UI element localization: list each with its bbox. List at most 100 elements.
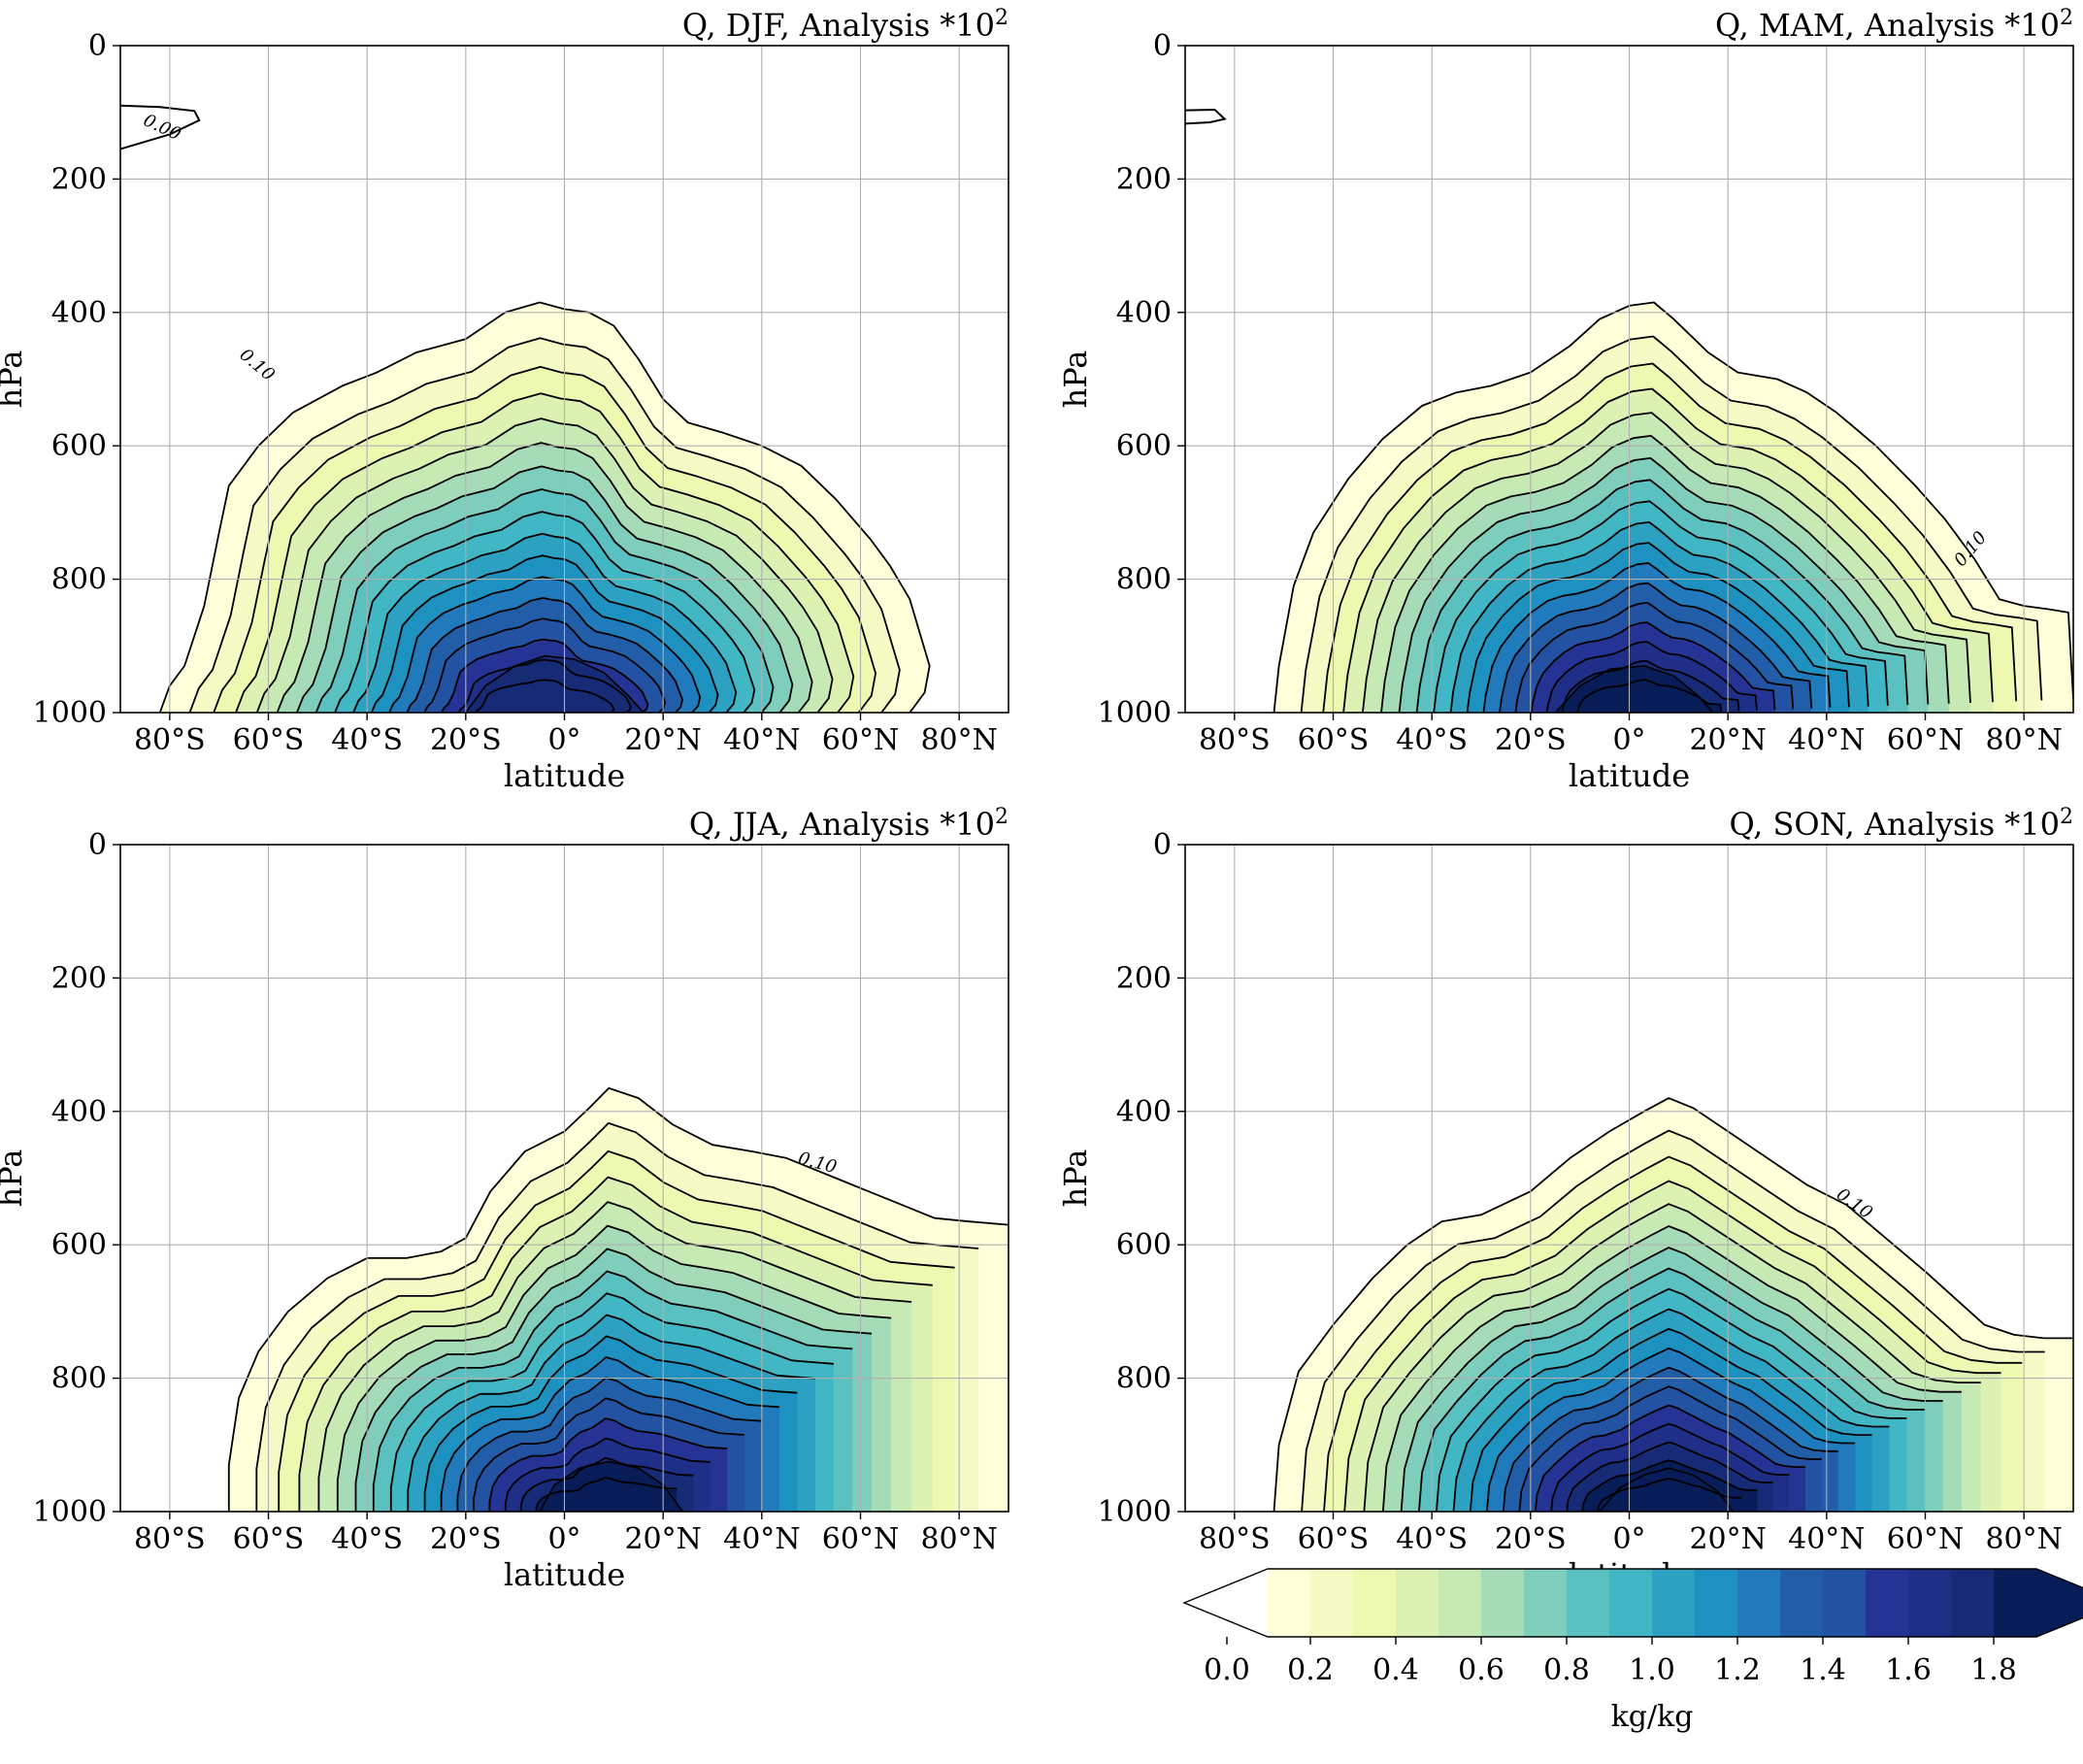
x-tick-label: 0° xyxy=(1612,1522,1645,1556)
x-tick-label: 80°N xyxy=(1985,723,2062,757)
y-tick-label: 1000 xyxy=(33,696,107,730)
contour-line xyxy=(296,465,794,713)
contour-line xyxy=(423,617,666,713)
y-tick-label: 1000 xyxy=(1098,1495,1172,1529)
y-axis-label: hPa xyxy=(1057,350,1094,409)
colorbar-tick-label: 1.0 xyxy=(1629,1653,1675,1687)
y-tick-label: 400 xyxy=(1116,1095,1172,1129)
chart-title: Q, SON, Analysis *102 xyxy=(1729,805,2073,843)
contour-line xyxy=(1342,387,1994,713)
x-tick-label: 20°S xyxy=(430,1522,502,1556)
contour-line xyxy=(457,658,632,713)
x-tick-label: 60°N xyxy=(1887,723,1964,757)
contour-line xyxy=(372,1270,853,1512)
contour-line xyxy=(388,576,702,713)
contour-line xyxy=(1449,521,1869,713)
colorbar-label: kg/kg xyxy=(1611,1700,1694,1734)
colorbar-swatch xyxy=(1524,1569,1568,1637)
contour-line xyxy=(535,1477,678,1512)
contour-line xyxy=(1436,1287,1907,1512)
contour-line xyxy=(354,1248,873,1512)
y-axis-label: hPa xyxy=(0,1149,29,1208)
contour-line xyxy=(456,1377,762,1512)
x-tick-label: 20°N xyxy=(624,723,701,757)
colorbar-tick-label: 0.0 xyxy=(1204,1653,1250,1687)
y-tick-label: 600 xyxy=(1116,1228,1172,1262)
plot-area xyxy=(1185,108,2073,713)
y-tick-label: 600 xyxy=(51,1228,107,1262)
x-tick-label: 60°N xyxy=(822,723,899,757)
contour-line-upper xyxy=(1185,108,1227,125)
contour-line xyxy=(188,337,901,713)
contour-line xyxy=(1323,1155,2023,1512)
x-axis-label: latitude xyxy=(1569,757,1690,794)
colorbar-tick-label: 0.6 xyxy=(1458,1653,1504,1687)
x-tick-label: 0° xyxy=(1612,723,1645,757)
x-tick-label: 60°S xyxy=(233,723,305,757)
contour-line xyxy=(1398,457,1930,713)
colorbar-tick-label: 1.6 xyxy=(1885,1653,1932,1687)
x-tick-label: 20°N xyxy=(624,1522,701,1556)
contour-line xyxy=(1362,412,1971,713)
contour-line xyxy=(406,597,683,713)
contour-line xyxy=(334,511,756,713)
y-tick-label: 200 xyxy=(1116,162,1172,196)
x-tick-label: 80°S xyxy=(134,1522,206,1556)
y-axis-label: hPa xyxy=(1057,1149,1094,1208)
x-tick-label: 60°N xyxy=(822,1522,899,1556)
contour-line xyxy=(1343,1180,2001,1512)
contour-line xyxy=(407,1314,815,1512)
colorbar-swatch xyxy=(1737,1569,1781,1637)
colorbar-swatch xyxy=(1652,1569,1696,1637)
x-tick-label: 40°N xyxy=(723,1522,800,1556)
plot-area xyxy=(227,1086,1008,1512)
x-tick-label: 60°S xyxy=(233,1522,305,1556)
contour-line xyxy=(519,1457,694,1512)
contour-line xyxy=(1273,1097,2073,1512)
colorbar-tick-label: 1.2 xyxy=(1714,1653,1761,1687)
x-axis-label: latitude xyxy=(504,757,625,794)
x-tick-label: 40°N xyxy=(723,723,800,757)
y-tick-label: 0 xyxy=(1153,29,1172,63)
contour-line xyxy=(1482,562,1832,713)
contour-line xyxy=(298,1176,933,1512)
y-tick-label: 0 xyxy=(1153,828,1172,862)
y-tick-label: 200 xyxy=(51,162,107,196)
contour-line xyxy=(504,1437,711,1512)
chart-title: Q, JJA, Analysis *102 xyxy=(689,805,1008,843)
contour-line xyxy=(255,417,834,713)
contour-line xyxy=(1469,1327,1872,1512)
y-tick-label: 0 xyxy=(88,29,107,63)
plot-area xyxy=(120,104,931,713)
x-tick-label: 20°S xyxy=(1495,723,1567,757)
contour-line xyxy=(1452,1308,1890,1512)
y-tick-label: 800 xyxy=(51,1362,107,1396)
colorbar: 0.0 0.2 0.4 0.6 0.8 1.0 1.2 1.4 1.6 1.8 kg/kg xyxy=(1182,1568,2083,1734)
colorbar-swatch xyxy=(1994,1569,2037,1637)
contour-line-upper xyxy=(120,104,201,150)
colorbar-swatch xyxy=(1780,1569,1824,1637)
contour-line xyxy=(1418,1267,1925,1512)
contour-label: 0.00 xyxy=(140,110,183,145)
x-tick-label: 60°N xyxy=(1887,1522,1964,1556)
chart-panel: 0.00 0.10 80°S 60°S 40°S 20°S 0° 20°N 40°N 60°N 80… xyxy=(0,6,1009,794)
colorbar-swatch xyxy=(1609,1569,1653,1637)
contour-line xyxy=(255,1122,979,1512)
contour-line xyxy=(1400,1247,1943,1512)
contour-line xyxy=(1550,1422,1790,1512)
contour-line xyxy=(1530,621,1776,713)
contour-line xyxy=(475,679,615,713)
chart-title: Q, MAM, Analysis *102 xyxy=(1715,6,2073,44)
colorbar-swatch xyxy=(1567,1569,1610,1637)
y-tick-label: 1000 xyxy=(33,1495,107,1529)
colorbar-tick-label: 0.2 xyxy=(1287,1653,1334,1687)
x-tick-label: 0° xyxy=(547,723,580,757)
x-tick-label: 40°S xyxy=(331,1522,403,1556)
x-tick-label: 80°S xyxy=(1199,1522,1271,1556)
colorbar-tick-label: 0.8 xyxy=(1543,1653,1590,1687)
x-tick-label: 40°S xyxy=(331,723,403,757)
y-tick-label: 1000 xyxy=(1098,696,1172,730)
colorbar-extend-min xyxy=(1184,1569,1268,1637)
